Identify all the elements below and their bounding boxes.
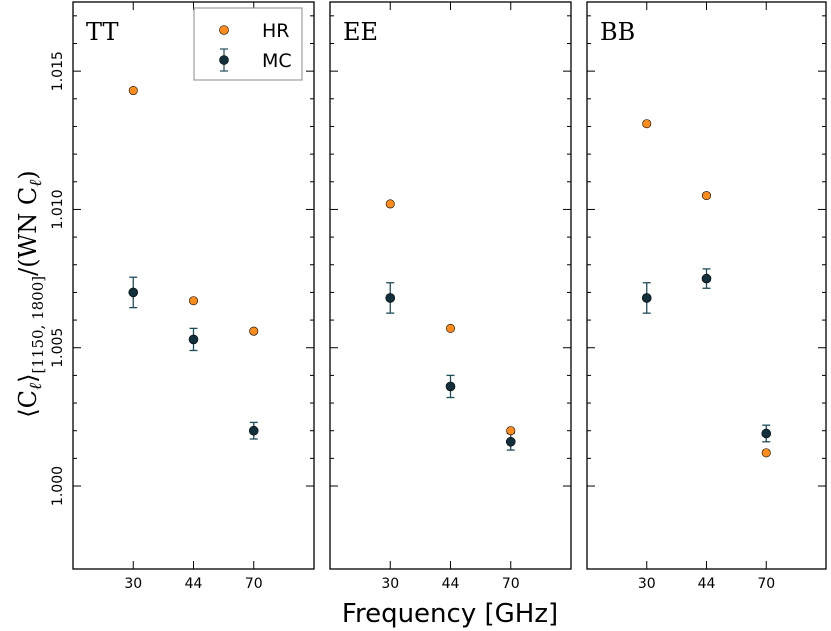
point-mc-tt-70	[248, 425, 259, 436]
x-tick-label: 44	[185, 576, 203, 592]
point-hr-bb-30	[642, 119, 652, 129]
point-hr-tt-70	[249, 326, 259, 336]
y-tick-label: 1.015	[50, 51, 66, 91]
x-tick-label: 44	[442, 576, 460, 592]
point-hr-ee-30	[385, 199, 395, 209]
point-hr-tt-44	[189, 296, 199, 306]
y-tick-label: 1.005	[50, 328, 66, 368]
point-hr-tt-30	[128, 86, 138, 96]
x-tick-label: 30	[638, 576, 656, 592]
point-mc-ee-44	[445, 381, 456, 392]
x-tick-label: 30	[381, 576, 399, 592]
point-hr-bb-70	[761, 448, 771, 458]
x-tick-label: 70	[502, 576, 520, 592]
x-tick-label: 70	[245, 576, 263, 592]
panel-frame-ee	[329, 1, 572, 570]
legend-marker-mc	[219, 55, 229, 65]
panel-title-tt: TT	[86, 18, 118, 46]
y-axis-label: ⟨Cℓ⟩[1150, 1800]/(WN Cℓ)	[14, 170, 47, 417]
x-tick-label: 70	[757, 576, 775, 592]
point-hr-ee-70	[506, 426, 516, 436]
legend-box	[193, 7, 303, 81]
y-tick-label: 1.010	[50, 189, 66, 229]
point-hr-bb-44	[701, 191, 711, 201]
point-hr-ee-44	[445, 323, 455, 333]
x-axis-label: Frequency [GHz]	[342, 599, 558, 629]
panel-title-ee: EE	[343, 18, 378, 46]
y-tick-label: 1.000	[50, 466, 66, 506]
svg-text:⟨Cℓ⟩[1150, 1800]/(WN Cℓ): ⟨Cℓ⟩[1150, 1800]/(WN Cℓ)	[14, 170, 47, 417]
legend-marker-hr	[219, 25, 229, 35]
point-mc-bb-44	[701, 273, 712, 284]
legend-label-hr: HR	[262, 20, 290, 42]
point-mc-ee-30	[385, 293, 396, 303]
point-mc-bb-70	[761, 428, 772, 439]
x-tick-label: 44	[698, 576, 716, 592]
legend: HR MC	[193, 7, 303, 81]
point-mc-tt-30	[128, 287, 139, 298]
legend-label-mc: MC	[262, 50, 292, 72]
point-mc-ee-70	[505, 436, 516, 447]
panel-title-bb: BB	[600, 18, 635, 46]
x-tick-label: 30	[124, 576, 142, 592]
point-mc-bb-30	[641, 293, 652, 303]
point-mc-tt-44	[188, 334, 199, 345]
panel-frame-tt	[72, 1, 315, 570]
